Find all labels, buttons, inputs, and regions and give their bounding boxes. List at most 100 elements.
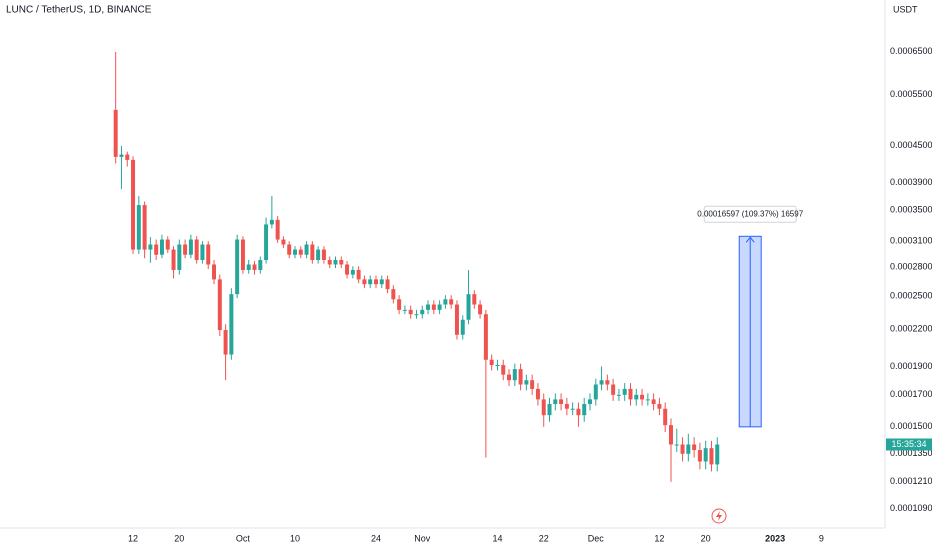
candle-body bbox=[159, 239, 164, 255]
candle-body bbox=[385, 279, 390, 290]
x-tick-label: 12 bbox=[128, 533, 138, 543]
alert-bolt[interactable] bbox=[716, 511, 722, 521]
candle-body bbox=[287, 244, 292, 255]
candle-body bbox=[692, 444, 697, 451]
candle-body bbox=[304, 244, 309, 255]
candle-body bbox=[345, 264, 350, 275]
candle-body bbox=[553, 399, 558, 405]
candle-body bbox=[449, 299, 454, 305]
candle-body bbox=[593, 384, 598, 400]
candle-body bbox=[640, 394, 645, 400]
alert-icon[interactable] bbox=[711, 508, 727, 524]
candle-body bbox=[136, 205, 141, 250]
candle-body bbox=[518, 369, 523, 385]
candle-body bbox=[616, 394, 621, 396]
candle-body bbox=[674, 444, 679, 446]
candle-body bbox=[460, 319, 465, 335]
candle-body bbox=[414, 314, 419, 316]
candle-body bbox=[235, 239, 240, 295]
candle-body bbox=[512, 369, 517, 381]
candle-body bbox=[454, 304, 459, 335]
candle-body bbox=[686, 444, 691, 454]
candle-body bbox=[217, 279, 222, 331]
candle-body bbox=[420, 309, 425, 315]
x-tick-label: Nov bbox=[414, 533, 431, 543]
candle-body bbox=[269, 219, 274, 225]
measure-label: 0.00016597 (109.37%) 16597 bbox=[697, 209, 803, 218]
x-tick-label: 22 bbox=[539, 533, 549, 543]
candle-body bbox=[252, 264, 257, 270]
x-tick-label: 20 bbox=[701, 533, 711, 543]
marks-layer: 0.00016597 (109.37%) 16597 bbox=[113, 51, 804, 482]
candle-body bbox=[240, 239, 245, 270]
candle-body bbox=[535, 388, 540, 400]
candle-body bbox=[466, 294, 471, 320]
candle-body bbox=[524, 380, 529, 385]
labels-layer: 12 20 Oct 10 24 Nov 14 22 Dec 12 20 2023 9 0.0006500 0… bbox=[128, 46, 932, 543]
candle-body bbox=[391, 289, 396, 300]
candle-body bbox=[657, 404, 662, 409]
candle-body bbox=[131, 159, 136, 250]
candle-body bbox=[489, 359, 494, 366]
candle-body bbox=[171, 249, 176, 270]
candle-body bbox=[431, 304, 436, 310]
measure-arrowhead bbox=[745, 236, 755, 243]
y-axis-unit: USDT bbox=[893, 4, 918, 14]
candle-body bbox=[570, 408, 575, 410]
candle-body bbox=[362, 279, 367, 285]
x-tick-label: 20 bbox=[174, 533, 184, 543]
candle-body bbox=[651, 399, 656, 405]
x-tick-label: 9 bbox=[819, 533, 824, 543]
candle-body bbox=[547, 404, 552, 416]
candle-body bbox=[408, 309, 413, 315]
countdown-box bbox=[886, 438, 932, 451]
candle-body bbox=[165, 239, 170, 250]
candle-body bbox=[188, 239, 193, 255]
candle-body bbox=[183, 244, 188, 255]
candle-body bbox=[541, 399, 546, 416]
candle-body bbox=[628, 388, 633, 400]
candle-body bbox=[281, 239, 286, 245]
candle-body bbox=[327, 260, 332, 265]
countdown: 15:35:34 bbox=[891, 439, 926, 449]
x-tick-label: 10 bbox=[290, 533, 300, 543]
candle-body bbox=[373, 279, 378, 285]
candle-body bbox=[576, 408, 581, 416]
candle-body bbox=[559, 399, 564, 405]
candle-body bbox=[495, 365, 500, 367]
x-tick-label: 2023 bbox=[765, 533, 785, 543]
candle-body bbox=[402, 309, 407, 311]
candle-body bbox=[588, 399, 592, 405]
candle-body bbox=[200, 244, 205, 261]
candle-body bbox=[113, 109, 118, 157]
candle-body bbox=[472, 294, 477, 305]
candle-body bbox=[310, 244, 315, 261]
candle-body bbox=[119, 154, 124, 157]
candle-body bbox=[333, 260, 338, 265]
candle-body bbox=[599, 380, 604, 385]
candle-body bbox=[426, 304, 431, 310]
candle-body bbox=[437, 304, 442, 310]
candle-body bbox=[663, 408, 668, 426]
candle-body bbox=[709, 448, 714, 465]
candle-body bbox=[194, 239, 199, 261]
candle-body bbox=[483, 314, 488, 360]
candle-body bbox=[507, 374, 512, 381]
candle-body bbox=[478, 304, 483, 315]
candle-body bbox=[154, 244, 159, 255]
candle-body bbox=[715, 444, 720, 465]
y-tick-label: 0.00010900 bbox=[890, 503, 932, 513]
candle-body bbox=[703, 448, 708, 462]
candle-body bbox=[206, 244, 211, 265]
candle-body bbox=[275, 219, 280, 240]
